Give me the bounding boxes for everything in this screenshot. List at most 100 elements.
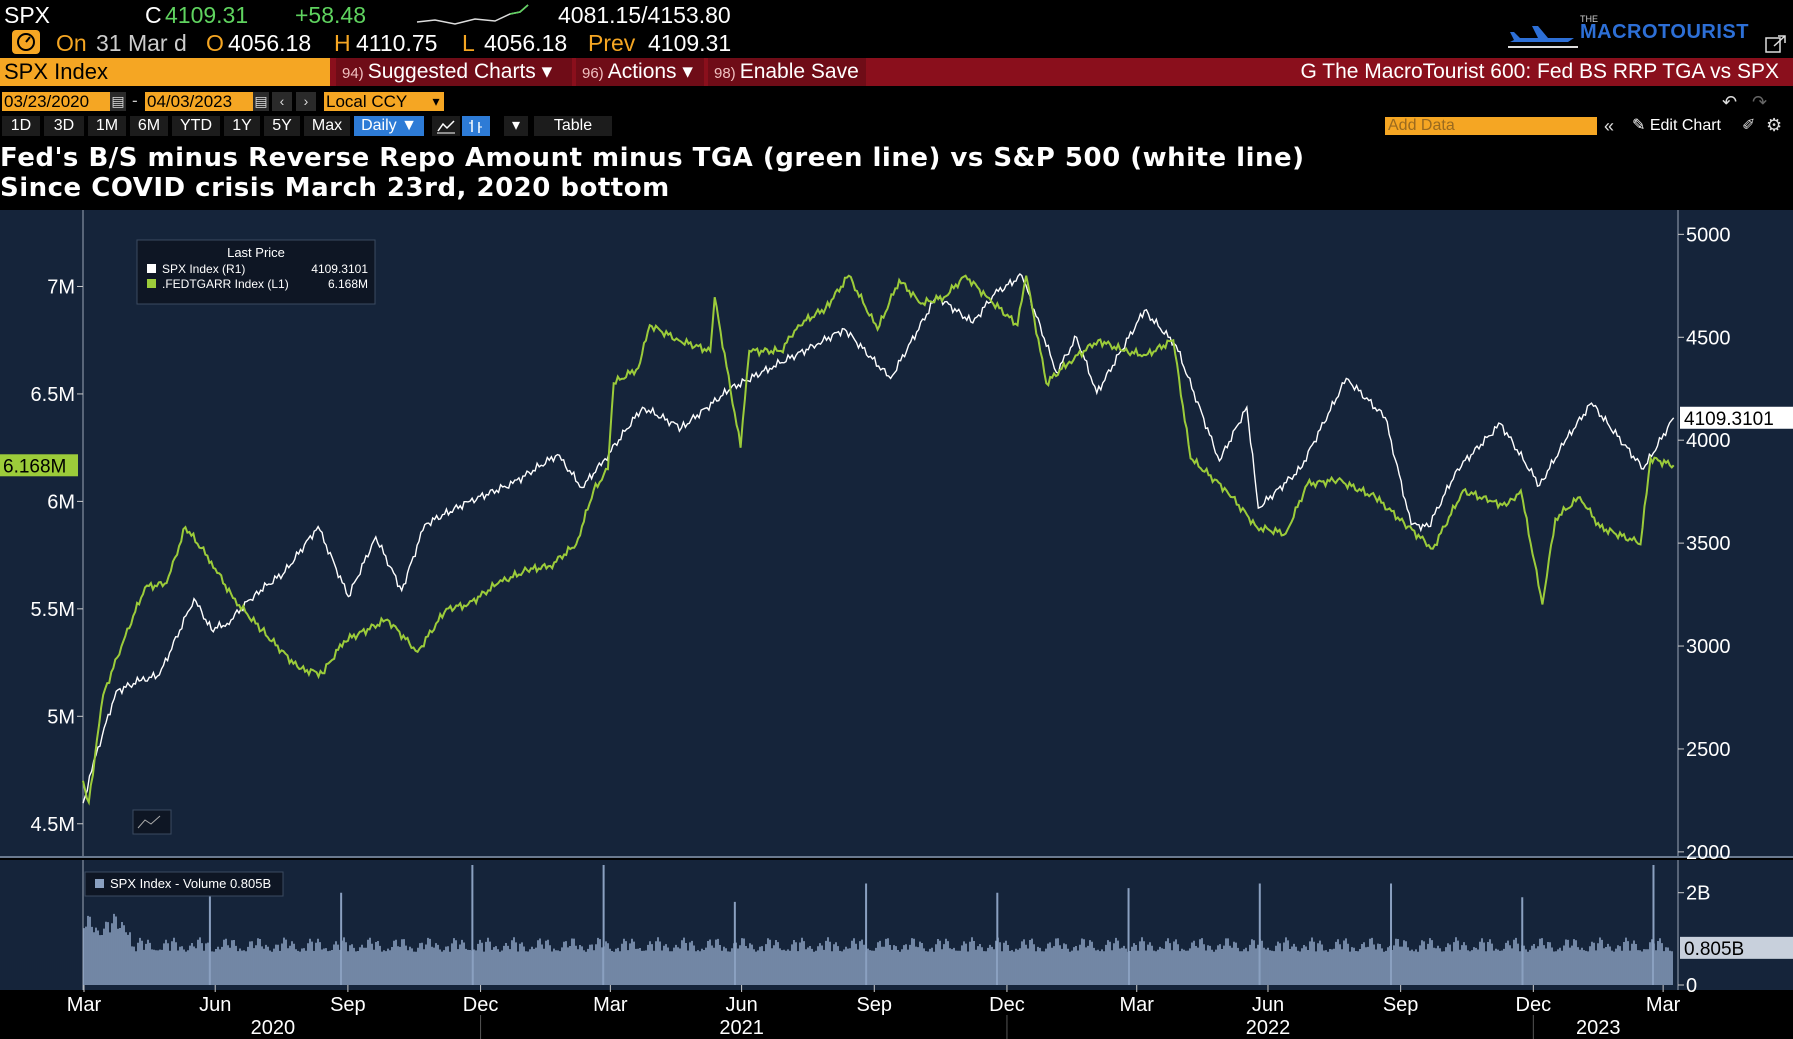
- sparkline-icon: [416, 4, 529, 25]
- enable-save-label: Enable Save: [739, 60, 859, 83]
- quote-prev: 4109.31: [648, 30, 732, 56]
- legend-entry-value: 6.168M: [328, 277, 368, 291]
- x-month-label: Mar: [67, 994, 102, 1016]
- legend-header: Last Price: [227, 245, 285, 260]
- brand-small: THE: [1580, 14, 1598, 24]
- range-toolbar: 1D 3D 1M 6M YTD 1Y 5Y Max Daily ▼ ▾ Tabl…: [0, 92, 1793, 138]
- quote-strip: SPX C 4109.31 +58.48 4081.15/4153.80 On …: [0, 0, 1793, 58]
- chart-style-widget: [132, 809, 172, 835]
- alert-icon[interactable]: [12, 30, 40, 54]
- currency-select[interactable]: Local CCY: [324, 92, 430, 111]
- quote-high: 4110.75: [356, 30, 438, 56]
- x-year-label: 2022: [1246, 1017, 1291, 1039]
- chart-style-icon: [137, 815, 161, 829]
- table-button[interactable]: Table: [534, 116, 612, 136]
- quote-low-label: L: [462, 30, 475, 56]
- settings-icon[interactable]: ⚙: [1766, 115, 1783, 135]
- date-dash: -: [132, 91, 138, 110]
- right-tick-label: 4000: [1686, 430, 1731, 452]
- legend-entry-name: .FEDTGARR Index (L1): [162, 277, 289, 291]
- add-data-input[interactable]: Add Data: [1385, 117, 1597, 135]
- volume-tick-label: 2B: [1686, 883, 1710, 905]
- range-1y-button[interactable]: 1Y: [224, 116, 260, 136]
- security-field[interactable]: SPX Index: [0, 58, 330, 86]
- quote-change: +58.48: [295, 2, 366, 28]
- quote-prev-label: Prev: [588, 30, 636, 56]
- end-date-field[interactable]: 04/03/2023: [145, 92, 253, 111]
- volume-last-value-tag: [1680, 936, 1793, 959]
- bar-chart-icon[interactable]: [462, 116, 490, 136]
- x-month-label: Jun: [199, 994, 231, 1016]
- right-tick-label: 2500: [1686, 739, 1731, 761]
- legend-entry-name: SPX Index (R1): [162, 262, 245, 276]
- x-year-label: 2023: [1576, 1017, 1621, 1039]
- brand-name: MACROTOURIST: [1580, 21, 1749, 43]
- redo-icon[interactable]: ↷: [1752, 92, 1768, 112]
- date-range-bar: 03/23/2020 ▤ - 04/03/2023 ▤ ‹ › Local CC…: [0, 90, 1793, 112]
- chart-canvas: 7M 6.5M 6M 5.5M 5M 4.5M 5000 4500 4000 3500 3000 25…: [0, 210, 1793, 1039]
- quote-on-label: On: [56, 30, 87, 56]
- range-1d-button[interactable]: 1D: [2, 116, 40, 136]
- suggested-charts-label: Suggested Charts ▾: [367, 60, 553, 83]
- quote-date: 31 Mar d: [96, 30, 187, 56]
- chart-type-dropdown-icon[interactable]: ▾: [504, 116, 528, 136]
- volume-legend-swatch: [95, 879, 104, 888]
- quote-low: 4056.18: [484, 30, 568, 56]
- quote-close-label: C: [145, 2, 162, 28]
- edit-chart-button[interactable]: ✎ Edit Chart: [1632, 116, 1721, 136]
- undo-icon[interactable]: ↶: [1722, 92, 1738, 112]
- left-tick-label: 6M: [47, 491, 75, 513]
- start-date-field[interactable]: 03/23/2020: [2, 92, 110, 111]
- right-last-value-tag: [1680, 406, 1793, 429]
- start-calendar-icon[interactable]: ▤: [110, 92, 126, 111]
- suggested-charts-button[interactable]: 94) Suggested Charts ▾: [336, 58, 572, 86]
- quote-ticker: SPX: [4, 2, 51, 28]
- spx-line: [82, 273, 1675, 804]
- left-tick-label: 5.5M: [31, 599, 75, 621]
- quote-high-label: H: [334, 30, 351, 56]
- actions-button[interactable]: 96) Actions ▾: [576, 58, 704, 86]
- pencil-icon: ✎: [1632, 117, 1650, 134]
- line-chart-icon[interactable]: [432, 116, 460, 136]
- x-month-label: Sep: [1383, 994, 1419, 1016]
- x-month-label: Jun: [1252, 994, 1284, 1016]
- collapse-icon[interactable]: «: [1604, 116, 1615, 136]
- left-tick-label: 4.5M: [31, 814, 75, 836]
- x-month-label: Dec: [463, 994, 499, 1016]
- range-5y-button[interactable]: 5Y: [264, 116, 300, 136]
- volume-legend-box: [84, 871, 284, 897]
- range-1m-button[interactable]: 1M: [88, 116, 126, 136]
- end-calendar-icon[interactable]: ▤: [253, 92, 269, 111]
- right-tick-label: 2000: [1686, 842, 1731, 864]
- x-month-label: Dec: [989, 994, 1025, 1016]
- quote-open-label: O: [206, 30, 224, 56]
- enable-save-button[interactable]: 98) Enable Save: [708, 58, 866, 86]
- actions-num: 96): [582, 65, 604, 82]
- range-ytd-button[interactable]: YTD: [172, 116, 220, 136]
- range-3d-button[interactable]: 3D: [44, 116, 84, 136]
- currency-dropdown-icon[interactable]: ▾: [428, 92, 444, 111]
- popout-icon[interactable]: [1764, 34, 1788, 56]
- x-year-label: 2020: [251, 1017, 296, 1039]
- airplane-logo-icon: [1508, 26, 1578, 48]
- frequency-select[interactable]: Daily ▼: [354, 116, 424, 136]
- legend-swatch: [147, 264, 156, 273]
- left-tick-label: 7M: [47, 276, 75, 298]
- right-tick-label: 4500: [1686, 327, 1731, 349]
- command-bar: SPX Index 94) Suggested Charts ▾ 96) Actio…: [0, 58, 1793, 86]
- prev-period-icon[interactable]: ‹: [272, 92, 292, 111]
- x-axis-bg: [0, 990, 1793, 1039]
- next-period-icon[interactable]: ›: [296, 92, 316, 111]
- left-tick-label: 6.5M: [31, 384, 75, 406]
- chart-subtitle: Since COVID crisis March 23rd, 2020 bott…: [0, 173, 670, 203]
- quote-last: 4109.31: [165, 2, 249, 28]
- range-max-button[interactable]: Max: [304, 116, 350, 136]
- volume-bars: [83, 913, 1673, 985]
- x-month-label: Mar: [1646, 994, 1681, 1016]
- x-year-label: 2021: [719, 1017, 764, 1039]
- left-last-value-tag: [0, 454, 78, 477]
- x-month-label: Jun: [725, 994, 757, 1016]
- quote-range: 4081.15/4153.80: [558, 2, 731, 28]
- range-6m-button[interactable]: 6M: [130, 116, 168, 136]
- annotate-icon[interactable]: ✐: [1742, 117, 1756, 134]
